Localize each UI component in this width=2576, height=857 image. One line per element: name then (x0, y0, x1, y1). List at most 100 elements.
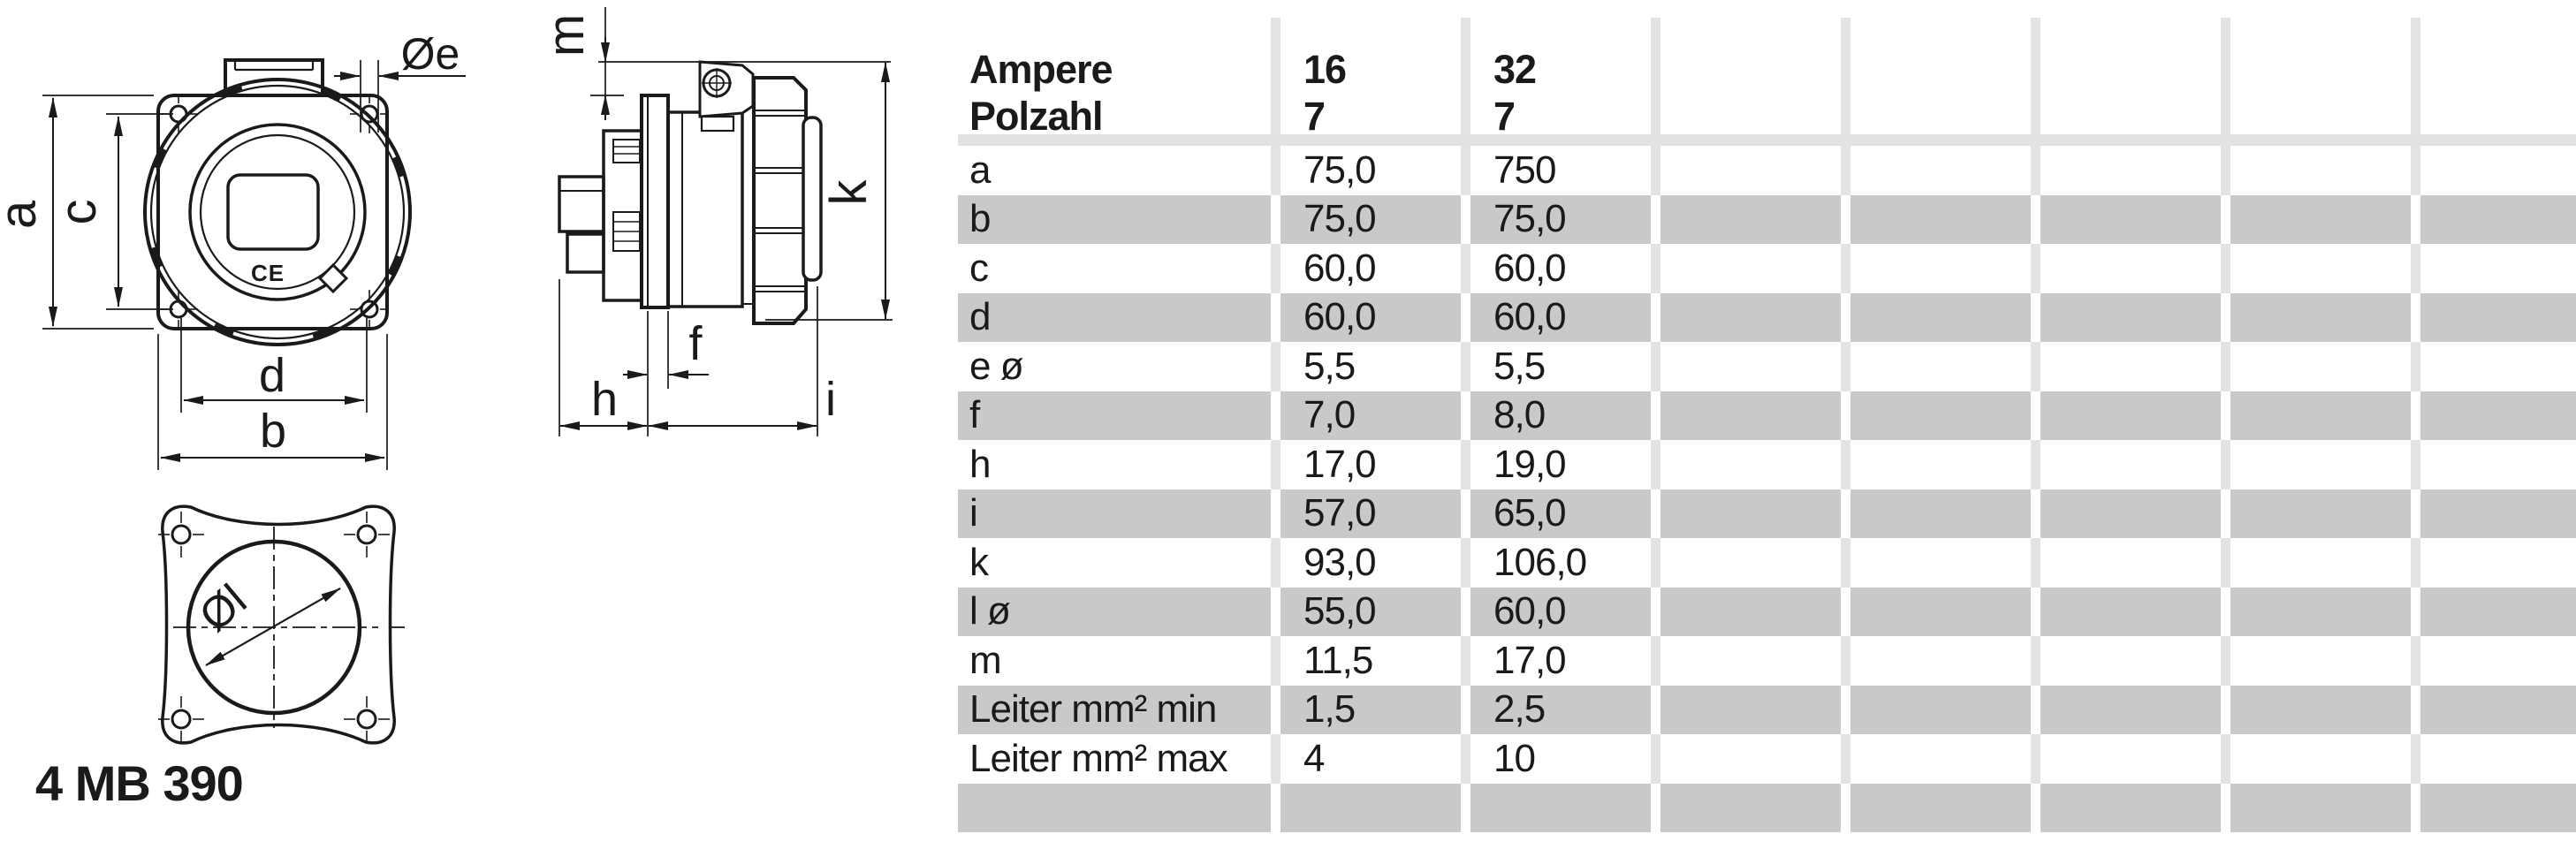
column-separator (1841, 18, 1850, 140)
table-header-row: Ampere Polzahl 16 7 32 7 (958, 0, 2576, 140)
dim-label-i: i (825, 373, 836, 426)
value-32: 60,0 (1470, 587, 1651, 636)
value-32: 10 (1493, 736, 1536, 780)
value-16: 60,0 (1280, 292, 1461, 342)
column-separator (1271, 18, 1280, 140)
table-row-a: a 75,0 750 (958, 146, 2576, 195)
part-number: 4 MB 390 (35, 755, 243, 811)
value-16: 75,0 (1280, 194, 1461, 244)
header-empty-cell (2230, 0, 2411, 140)
front-view: CE a c d b Øe (0, 29, 466, 470)
table-row-l: l ø 55,0 60,0 (958, 587, 2576, 636)
value-16: 60,0 (1303, 246, 1377, 290)
row-label: m (969, 638, 1002, 682)
row-label: d (958, 292, 1271, 342)
table-row-b: b 75,0 75,0 (958, 194, 2576, 244)
row-label: b (958, 194, 1271, 244)
technical-drawing: CE a c d b Øe (0, 0, 958, 853)
table-row-m: m 11,5 17,0 (958, 636, 2576, 686)
keyway-notch (317, 262, 349, 294)
value-32: 2,5 (1470, 685, 1651, 734)
row-label: k (969, 540, 989, 584)
row-label: l ø (958, 587, 1271, 636)
bottom-view: Øl (158, 504, 405, 745)
value-32: 5,5 (1493, 344, 1546, 388)
value-16: 11,5 (1303, 638, 1373, 682)
dim-label-d: d (259, 349, 285, 402)
flange-outline (161, 504, 396, 745)
connector-drawing-svg: CE a c d b Øe (0, 7, 893, 811)
value-32: 17,0 (1493, 638, 1567, 682)
table-row-e: e ø 5,5 5,5 (958, 342, 2576, 391)
row-label: Leiter mm² max (969, 736, 1228, 780)
dim-label-h: h (591, 373, 618, 426)
table-row-empty (958, 783, 2576, 832)
row-label: e ø (969, 344, 1024, 388)
corner-holes (169, 104, 379, 319)
column-separator (2221, 18, 2230, 140)
header-empty-cell (1660, 0, 1841, 140)
value-16: 1,5 (1280, 685, 1461, 734)
header-empty-cell (1850, 0, 2031, 140)
side-flange (640, 94, 670, 309)
ampere-16: 16 (1303, 47, 1347, 92)
dim-label-k: k (820, 179, 878, 206)
dim-label-a: a (0, 200, 47, 229)
value-32 (1470, 783, 1651, 832)
value-16: 17,0 (1303, 442, 1377, 486)
table-row-f: f 7,0 8,0 (958, 391, 2576, 440)
value-16: 4 (1303, 736, 1325, 780)
row-label: a (969, 148, 991, 192)
row-label: Leiter mm² min (958, 685, 1271, 734)
value-16: 75,0 (1303, 148, 1377, 192)
polzahl-32: 7 (1493, 94, 1516, 139)
header-col-16: 16 7 (1280, 0, 1461, 140)
table-row-leiter-min: Leiter mm² min 1,5 2,5 (958, 685, 2576, 734)
value-32: 106,0 (1493, 540, 1587, 584)
dim-label-m: m (537, 14, 595, 57)
header-polzahl: Polzahl (969, 94, 1104, 139)
value-32: 19,0 (1493, 442, 1567, 486)
dim-label-c: c (49, 200, 107, 225)
row-label: f (958, 391, 1271, 440)
value-16 (1280, 783, 1461, 832)
value-32: 8,0 (1470, 391, 1651, 440)
table-row-k: k 93,0 106,0 (958, 538, 2576, 588)
value-16: 93,0 (1303, 540, 1377, 584)
flange-holes (171, 524, 377, 730)
value-16: 55,0 (1280, 587, 1461, 636)
header-labels: Ampere Polzahl (958, 0, 1271, 140)
column-separator (2411, 18, 2420, 140)
table-row-d: d 60,0 60,0 (958, 292, 2576, 342)
dim-label-f: f (688, 317, 703, 370)
value-32: 60,0 (1470, 292, 1651, 342)
header-empty-cell (2040, 0, 2221, 140)
header-col-32: 32 7 (1470, 0, 1651, 140)
column-separator (2031, 18, 2040, 140)
value-32: 75,0 (1470, 194, 1651, 244)
side-view: m k f h i (537, 7, 893, 436)
table-row-i: i 57,0 65,0 (958, 489, 2576, 538)
header-empty-cell (2420, 0, 2576, 140)
header-ampere: Ampere (969, 47, 1113, 92)
column-separator (1651, 18, 1660, 140)
header-rule (958, 134, 2576, 146)
dim-label-oe: Øe (401, 29, 460, 79)
row-label: i (958, 489, 1271, 538)
column-separator (1461, 18, 1470, 140)
value-16: 7,0 (1280, 391, 1461, 440)
polzahl-16: 7 (1303, 94, 1326, 139)
ce-mark: CE (251, 260, 285, 286)
dimension-table: Ampere Polzahl 16 7 32 7 a 75,0 750 b 75,0 7… (958, 0, 2576, 853)
value-32: 750 (1493, 148, 1556, 192)
value-32: 60,0 (1493, 246, 1567, 290)
ampere-32: 32 (1493, 47, 1537, 92)
table-row-leiter-max: Leiter mm² max 4 10 (958, 734, 2576, 784)
value-16: 57,0 (1280, 489, 1461, 538)
value-16: 5,5 (1303, 344, 1356, 388)
value-32: 65,0 (1470, 489, 1651, 538)
row-label: c (969, 246, 989, 290)
row-label (958, 783, 1271, 832)
table-row-c: c 60,0 60,0 (958, 244, 2576, 293)
front-flange (156, 94, 389, 330)
